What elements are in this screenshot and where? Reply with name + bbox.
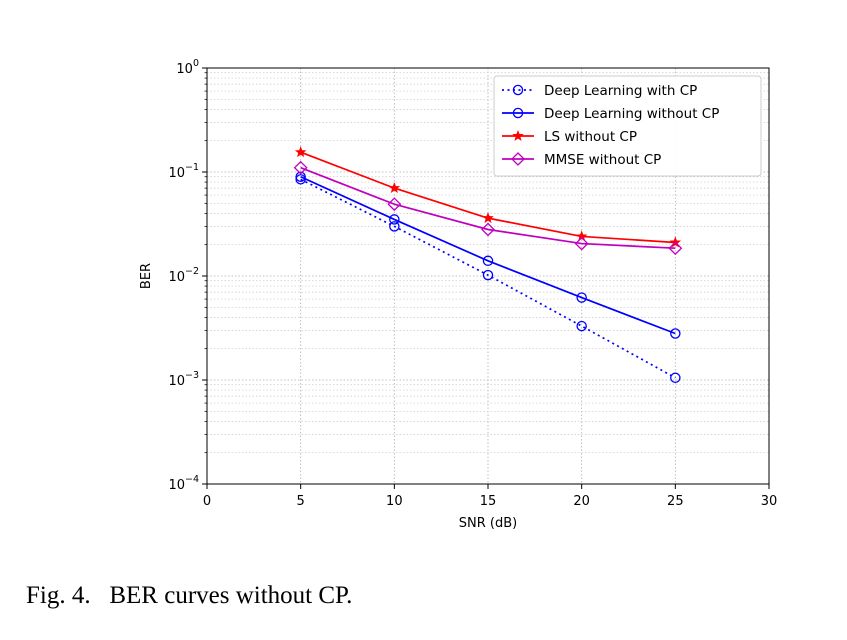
legend-marker: [512, 84, 524, 96]
x-tick-label: 0: [203, 494, 211, 509]
data-point: [295, 171, 306, 183]
y-tick-label: 100: [176, 58, 199, 77]
legend-label: LS without CP: [544, 129, 637, 145]
figure-caption: Fig. 4. BER curves without CP.: [26, 582, 353, 609]
legend-label: Deep Learning with CP: [544, 83, 697, 99]
y-tick-label: 10−4: [168, 474, 199, 493]
x-tick-label: 15: [480, 494, 497, 509]
legend-label: Deep Learning without CP: [544, 106, 719, 122]
y-axis-label: BER: [139, 263, 154, 289]
series-line: [300, 166, 676, 250]
series-group: [293, 146, 683, 384]
data-point: [575, 230, 588, 242]
data-point: [482, 212, 494, 224]
legend-item: Deep Learning without CP: [502, 106, 719, 122]
series-line: [300, 175, 676, 335]
legend-marker: [512, 107, 524, 119]
data-point: [670, 372, 681, 384]
data-point: [389, 221, 400, 232]
series-2: [295, 171, 681, 339]
series-line: [300, 178, 676, 379]
x-tick-label: 5: [297, 494, 305, 509]
data-point: [576, 320, 587, 332]
data-point: [388, 182, 401, 194]
x-tick-label: 10: [386, 494, 403, 509]
data-point: [294, 146, 307, 158]
data-point: [389, 214, 400, 225]
data-point: [576, 292, 587, 303]
series-3: [294, 146, 682, 248]
data-point: [668, 241, 683, 256]
x-tick-label: 30: [761, 494, 778, 509]
ber-chart: 0 5 10 15 20 25 30 100 10−1 10−2 10−3 10−4 SNR (dB)…: [139, 58, 777, 531]
axis-ticks: 0 5 10 15 20 25 30 100 10−1 10−2 10−3 10−4: [168, 58, 777, 509]
y-tick-label: 10−2: [168, 266, 199, 285]
data-point: [574, 236, 589, 251]
legend-item: Deep Learning with CP: [502, 83, 697, 99]
data-point: [670, 328, 681, 339]
legend-marker: [511, 152, 525, 166]
x-tick-label: 20: [573, 494, 590, 509]
legend-label: MMSE without CP: [544, 152, 661, 168]
y-tick-label: 10−3: [168, 370, 199, 389]
grid-lines: [206, 67, 770, 485]
legend-item: MMSE without CP: [502, 152, 661, 168]
data-point: [482, 255, 494, 267]
data-point: [481, 222, 495, 237]
y-tick-label: 10−1: [168, 162, 199, 181]
x-tick-label: 25: [667, 494, 684, 509]
legend-marker: [512, 129, 524, 141]
series-4: [293, 160, 683, 256]
x-axis-label: SNR (dB): [459, 516, 517, 531]
legend: Deep Learning with CP Deep Learning witho…: [493, 75, 762, 177]
data-point: [387, 197, 402, 212]
legend-box: [493, 75, 762, 177]
legend-item: LS without CP: [502, 129, 637, 145]
data-point: [482, 269, 494, 281]
data-point: [293, 160, 308, 175]
